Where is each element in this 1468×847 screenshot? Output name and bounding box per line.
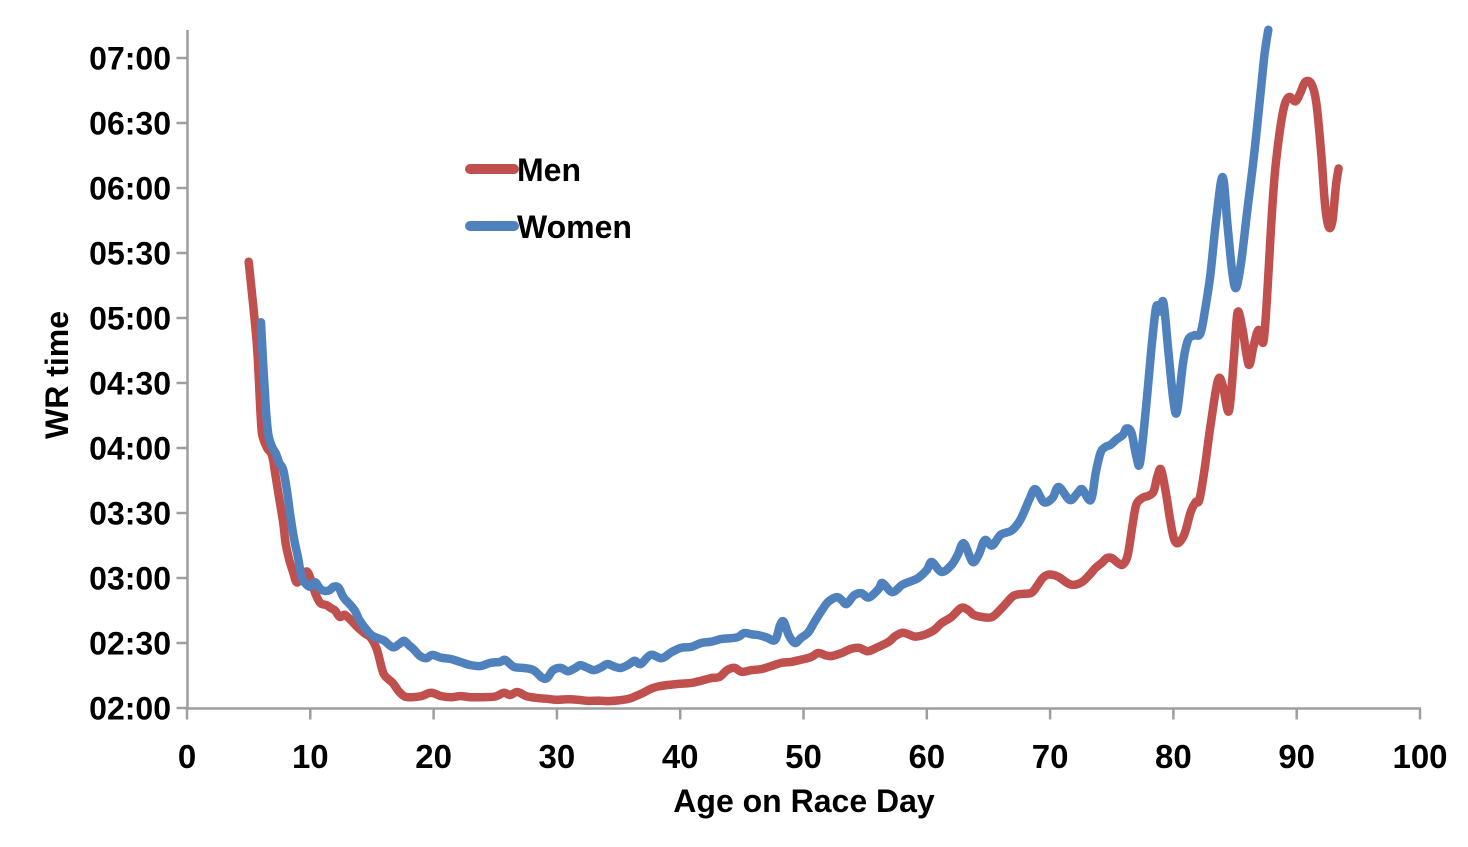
x-tick-label: 0 xyxy=(178,738,196,775)
men-legend-label: Men xyxy=(517,152,581,188)
y-tick-label: 06:30 xyxy=(89,106,171,142)
axes: 02:00 02:30 03:00 03:30 04:00 04:30 05:00 05:30… xyxy=(89,30,1448,775)
x-tick-label: 40 xyxy=(662,738,699,775)
women-legend-label: Women xyxy=(517,209,632,245)
y-tick-label: 03:30 xyxy=(89,496,171,532)
y-tick-label: 04:00 xyxy=(89,431,171,467)
x-tick-label: 90 xyxy=(1278,738,1315,775)
y-tick-label: 02:30 xyxy=(89,626,171,662)
y-tick-label: 07:00 xyxy=(89,41,171,77)
y-tick-label: 02:00 xyxy=(89,691,171,727)
x-tick-label: 20 xyxy=(415,738,452,775)
x-tick-label: 30 xyxy=(539,738,576,775)
y-axis-title: WR time xyxy=(39,311,75,439)
y-tick-label: 06:00 xyxy=(89,171,171,207)
x-tick-label: 80 xyxy=(1155,738,1192,775)
x-tick-label: 10 xyxy=(292,738,329,775)
y-tick-label: 05:30 xyxy=(89,236,171,272)
x-tick-label: 70 xyxy=(1032,738,1069,775)
x-tick-label: 50 xyxy=(785,738,822,775)
x-axis-title: Age on Race Day xyxy=(673,783,935,819)
legend: Men Women xyxy=(465,152,632,245)
x-tick-label: 100 xyxy=(1392,738,1447,775)
women-series-line xyxy=(256,25,1273,684)
series-lines xyxy=(244,25,1343,706)
y-tick-label: 04:30 xyxy=(89,366,171,402)
x-tick-label: 60 xyxy=(908,738,945,775)
y-tick-label: 03:00 xyxy=(89,561,171,597)
men-series-line xyxy=(244,76,1343,706)
y-tick-label: 05:00 xyxy=(89,301,171,337)
